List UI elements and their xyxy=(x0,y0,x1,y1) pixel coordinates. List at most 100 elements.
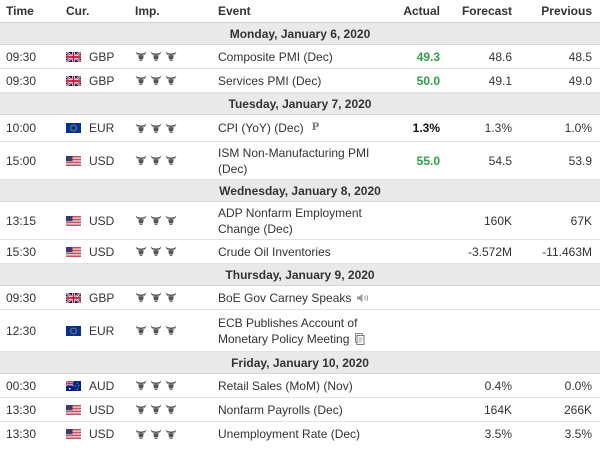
actual-value: 55.0 xyxy=(416,153,440,168)
event-name-line2[interactable]: Change (Dec) xyxy=(218,221,293,236)
header-currency[interactable]: Cur. xyxy=(66,4,90,18)
event-time: 09:30 xyxy=(6,290,37,305)
bull-icon xyxy=(150,215,162,226)
forecast-value: 1.3% xyxy=(484,121,512,135)
event-row[interactable]: 13:15 USD ADP Nonfarm Employment Change (De… xyxy=(0,202,600,240)
event-row[interactable]: 09:30 GBP Services PMI (Dec) 50.0 49.1 49.0 xyxy=(0,69,600,93)
event-name[interactable]: Retail Sales (MoM) (Nov) xyxy=(218,378,353,393)
event-time: 13:30 xyxy=(6,402,37,417)
event-cell[interactable]: CPI (YoY) (Dec) P xyxy=(218,115,408,141)
forecast-value: 54.5 xyxy=(488,153,512,168)
event-name[interactable]: Unemployment Rate (Dec) xyxy=(218,427,361,441)
event-row[interactable]: 15:00 USD ISM Non-Manufacturing PMI (Dec) 55… xyxy=(0,142,600,180)
bull-icon xyxy=(135,123,147,134)
forecast-value xyxy=(442,286,512,309)
event-row[interactable]: 13:30 USD Unemployment Rate (Dec) 3.5% 3.5% xyxy=(0,422,600,446)
bull-icon xyxy=(135,51,147,62)
actual-value xyxy=(380,398,440,421)
bull-icon xyxy=(165,429,177,440)
actual-value xyxy=(380,202,440,239)
bull-icon xyxy=(135,325,147,336)
bull-icon xyxy=(150,155,162,166)
event-currency: GBP xyxy=(89,73,115,88)
previous-value: 1.0% xyxy=(564,121,592,135)
event-name[interactable]: CPI (YoY) (Dec) xyxy=(218,121,304,135)
event-name-line2[interactable]: (Dec) xyxy=(218,161,248,176)
us-flag xyxy=(66,422,84,446)
event-cell[interactable]: BoE Gov Carney Speaks xyxy=(218,286,408,309)
bull-icon xyxy=(150,380,162,391)
actual-value: 1.3% xyxy=(412,121,440,135)
forecast-value: 160K xyxy=(483,213,512,228)
event-row[interactable]: 13:30 USD Nonfarm Payrolls (Dec) 164K 266K xyxy=(0,398,600,422)
header-actual[interactable]: Actual xyxy=(403,4,440,18)
importance-rating xyxy=(135,240,195,263)
event-row[interactable]: 00:30 AUD Retail Sales (MoM) (Nov) 0.4% 0.0% xyxy=(0,374,600,398)
event-currency: USD xyxy=(89,153,115,168)
importance-rating xyxy=(135,310,195,351)
event-cell[interactable]: Retail Sales (MoM) (Nov) xyxy=(218,374,408,397)
bull-icon xyxy=(165,404,177,415)
event-cell[interactable]: Unemployment Rate (Dec) xyxy=(218,422,408,446)
previous-value: 3.5% xyxy=(564,427,592,441)
bull-icon xyxy=(165,292,177,303)
event-name[interactable]: Crude Oil Inventories xyxy=(218,244,331,259)
event-cell[interactable]: Composite PMI (Dec) xyxy=(218,45,408,68)
gb-flag xyxy=(66,286,84,309)
event-row[interactable]: 15:30 USD Crude Oil Inventories -3.572M -11.… xyxy=(0,240,600,264)
header-event[interactable]: Event xyxy=(218,4,251,18)
us-flag xyxy=(66,202,84,239)
event-name[interactable]: BoE Gov Carney Speaks xyxy=(218,290,352,305)
header-time[interactable]: Time xyxy=(6,4,34,18)
importance-rating xyxy=(135,69,195,92)
event-cell[interactable]: Nonfarm Payrolls (Dec) xyxy=(218,398,408,421)
event-name[interactable]: Composite PMI (Dec) xyxy=(218,49,333,64)
event-name-line2[interactable]: Monetary Policy Meeting xyxy=(218,331,350,346)
event-time: 00:30 xyxy=(6,378,37,393)
bull-icon xyxy=(165,325,177,336)
au-flag xyxy=(66,374,84,397)
bull-icon xyxy=(135,215,147,226)
event-name[interactable]: ISM Non-Manufacturing PMI xyxy=(218,145,370,160)
event-name[interactable]: Nonfarm Payrolls (Dec) xyxy=(218,402,343,417)
day-label: Tuesday, January 7, 2020 xyxy=(228,96,372,111)
table-header: Time Cur. Imp. Event Actual Forecast Pre… xyxy=(0,0,600,23)
header-previous[interactable]: Previous xyxy=(541,4,592,18)
forecast-value: 3.5% xyxy=(484,427,512,441)
event-cell[interactable]: Crude Oil Inventories xyxy=(218,240,408,263)
header-importance[interactable]: Imp. xyxy=(135,4,160,18)
actual-value xyxy=(380,422,440,446)
document-icon[interactable] xyxy=(354,332,365,345)
day-separator: Friday, January 10, 2020 xyxy=(0,352,600,374)
previous-value: -11.463M xyxy=(542,244,592,259)
event-currency: AUD xyxy=(89,378,115,393)
preliminary-icon[interactable]: P xyxy=(311,122,320,133)
forecast-value: 48.6 xyxy=(488,49,512,64)
event-cell[interactable]: ADP Nonfarm Employment Change (Dec) xyxy=(218,202,408,239)
event-name[interactable]: Services PMI (Dec) xyxy=(218,73,322,88)
header-forecast[interactable]: Forecast xyxy=(461,4,512,18)
event-name[interactable]: ADP Nonfarm Employment xyxy=(218,205,362,220)
event-time: 09:30 xyxy=(6,73,37,88)
previous-value: 67K xyxy=(570,213,592,228)
actual-value: 50.0 xyxy=(416,73,440,88)
event-time: 12:30 xyxy=(6,323,37,338)
event-row[interactable]: 10:00 EUR CPI (YoY) (Dec) P 1.3% 1.3% 1.0% xyxy=(0,115,600,142)
day-label: Monday, January 6, 2020 xyxy=(229,26,371,41)
previous-value: 266K xyxy=(563,402,592,417)
speech-icon[interactable] xyxy=(356,293,370,303)
event-currency: GBP xyxy=(89,49,115,64)
event-name[interactable]: ECB Publishes Account of xyxy=(218,315,358,330)
event-currency: USD xyxy=(89,244,115,259)
event-time: 13:30 xyxy=(6,427,37,441)
importance-rating xyxy=(135,202,195,239)
bull-icon xyxy=(150,246,162,257)
event-row[interactable]: 09:30 GBP BoE Gov Carney Speaks xyxy=(0,286,600,310)
event-row[interactable]: 12:30 EUR ECB Publishes Account of Monetary… xyxy=(0,310,600,352)
event-cell[interactable]: ISM Non-Manufacturing PMI (Dec) xyxy=(218,142,408,179)
event-cell[interactable]: Services PMI (Dec) xyxy=(218,69,408,92)
event-cell[interactable]: ECB Publishes Account of Monetary Policy … xyxy=(218,310,408,351)
event-row[interactable]: 09:30 GBP Composite PMI (Dec) 49.3 48.6 48.5 xyxy=(0,45,600,69)
previous-value xyxy=(512,310,592,351)
actual-value xyxy=(380,240,440,263)
